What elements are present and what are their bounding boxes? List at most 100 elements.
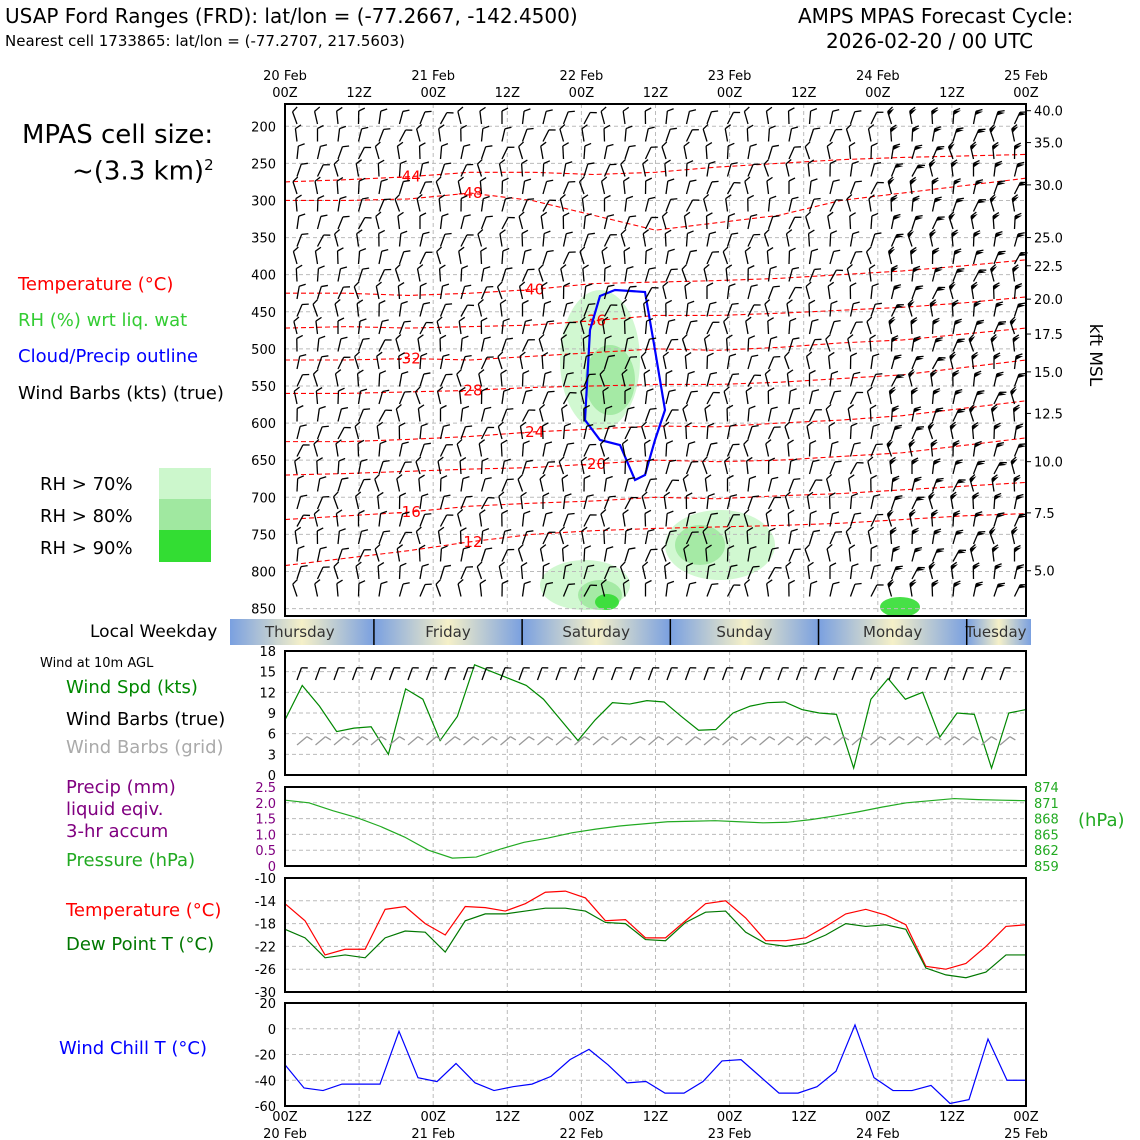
p4-ytick-2: -20 xyxy=(255,1049,276,1064)
wind-barb-117 xyxy=(378,198,391,212)
wind-barb-81 xyxy=(337,547,349,562)
wind-barb-529 xyxy=(661,543,667,562)
wind-barb-892 xyxy=(931,528,942,545)
wind-barb-114 xyxy=(374,141,381,160)
wind-barb-616 xyxy=(743,106,750,125)
wind-barb-63 xyxy=(334,229,341,247)
wind-barb-407 xyxy=(583,373,596,387)
wind10m-barb-grid-9 xyxy=(463,736,480,746)
wind-speed-label: Wind Spd (kts) xyxy=(66,677,198,698)
wind-barb-528 xyxy=(665,529,677,545)
wind-barb-621 xyxy=(747,194,755,212)
wind-barb-979 xyxy=(993,582,1006,597)
wind-barb-507 xyxy=(664,159,671,177)
wind-barb-244 xyxy=(459,457,467,475)
wind-barb-936 xyxy=(972,319,985,335)
wind-barb-554 xyxy=(685,492,693,510)
wind-barb-298 xyxy=(497,421,504,440)
wind-barb-211 xyxy=(439,373,453,387)
wind-barb-417 xyxy=(583,545,592,562)
wind-barb-454 xyxy=(624,215,637,230)
wind-barb-551 xyxy=(685,441,696,457)
bottom-hour-label-9: 12Z xyxy=(939,1110,965,1125)
wind-barb-584 xyxy=(702,526,709,545)
wind10m-barb-grid-24 xyxy=(740,736,757,746)
p1-ytick-1: 15 xyxy=(259,666,276,681)
wind-barb-807 xyxy=(870,513,884,527)
wind-barb-482 xyxy=(644,216,659,230)
wind-barb-150 xyxy=(397,281,405,300)
temp-contour-2 xyxy=(285,259,1027,296)
wind-barb-164 xyxy=(398,531,413,545)
wind-barb-473 xyxy=(624,547,636,562)
wind-barb-59 xyxy=(333,158,340,177)
wind-barb-913 xyxy=(952,408,966,422)
wind10m-barb-true-21 xyxy=(684,667,697,681)
wind-barb-773 xyxy=(847,404,855,422)
wind-barb-313 xyxy=(521,198,535,212)
wind-barb-447 xyxy=(600,579,607,597)
wind-barb-191 xyxy=(419,513,432,527)
p4-ytick-4: -60 xyxy=(255,1100,276,1115)
wind-barb-898 xyxy=(947,141,955,160)
wind-barb-231 xyxy=(460,234,474,247)
wind-barb-715 xyxy=(808,369,816,387)
wind-barb-553 xyxy=(682,474,689,492)
wind-barb-458 xyxy=(624,285,637,300)
wind-barb-626 xyxy=(747,284,758,300)
wind-barb-889 xyxy=(931,477,944,492)
wind-barb-794 xyxy=(870,283,879,300)
wind-barb-620 xyxy=(744,176,751,195)
rh-shade-3 xyxy=(675,525,725,565)
wind-barb-115 xyxy=(377,159,385,177)
wind-barb-852 xyxy=(910,317,919,335)
top-hour-label-5: 12Z xyxy=(643,86,669,101)
wind-barb-503 xyxy=(644,579,652,597)
wind-barb-593 xyxy=(725,194,732,212)
wind-barb-512 xyxy=(665,248,675,265)
wind-barb-590 xyxy=(726,142,735,160)
wind-barb-51 xyxy=(313,509,320,527)
wind-barb-282 xyxy=(501,146,515,160)
wind-barb-646 xyxy=(767,144,780,160)
wind-barb-954 xyxy=(991,141,1000,160)
wind-barb-694 xyxy=(784,491,791,510)
wind10m-barb-true-12 xyxy=(518,667,530,681)
wind-barb-26 xyxy=(296,564,308,580)
wind-barb-321 xyxy=(521,339,535,352)
wind-barb-569 xyxy=(703,264,710,282)
cell-size-value: ~(3.3 km)2 xyxy=(72,156,214,187)
wind-barb-801 xyxy=(869,404,877,422)
wind-barb-966 xyxy=(993,352,1001,369)
xs-frame xyxy=(284,103,1027,617)
wind-barb-550 xyxy=(685,422,692,440)
wind-barb-286 xyxy=(501,216,515,230)
wind-barb-845 xyxy=(911,195,921,212)
wind-barb-949 xyxy=(969,544,977,562)
top-hour-label-2: 00Z xyxy=(420,86,446,101)
wind-barb-246 xyxy=(460,495,473,510)
wind-barb-745 xyxy=(825,403,832,422)
wind-barb-906 xyxy=(948,281,956,300)
wind-barb-532 xyxy=(685,109,697,125)
wind-barb-174 xyxy=(419,212,427,229)
wind-barb-32 xyxy=(314,176,321,195)
wind-barb-967 xyxy=(993,371,1004,387)
wind10m-barb-grid-30 xyxy=(851,736,868,746)
wind-barb-129 xyxy=(378,409,393,422)
wind-barb-814 xyxy=(890,143,901,160)
wind-barb-134 xyxy=(376,491,384,510)
wind-barb-201 xyxy=(438,194,446,212)
wind-barb-637 xyxy=(747,475,757,492)
wind-barb-603 xyxy=(726,373,740,387)
wind-barb-171 xyxy=(419,161,430,177)
wind-barb-1000 xyxy=(1010,456,1018,475)
wind-barb-810 xyxy=(870,564,881,580)
wind-barb-368 xyxy=(562,180,576,195)
wind-barb-857 xyxy=(911,406,922,422)
temp-contour-7 xyxy=(284,437,1027,476)
wind-barb-854 xyxy=(911,355,924,370)
wind-barb-909 xyxy=(952,338,965,352)
wind-barb-842 xyxy=(911,144,923,160)
wind-barb-342 xyxy=(540,211,548,230)
